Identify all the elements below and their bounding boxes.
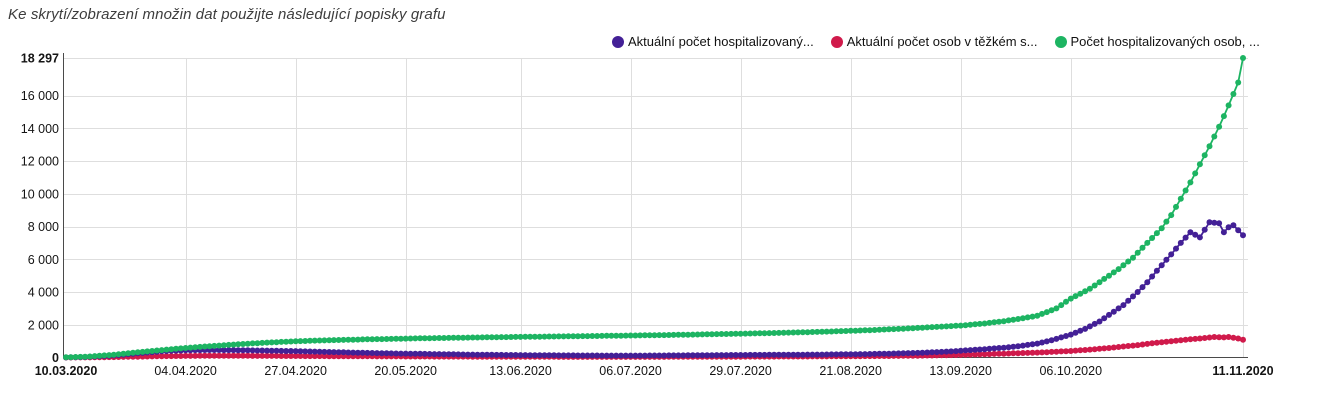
y-tick-label: 16 000	[21, 89, 59, 103]
y-axis-labels: 18 297 16 000 14 000 12 000 10 000 8 000 6 000…	[21, 52, 59, 366]
legend-item-total-hospitalized[interactable]: Počet hospitalizovaných osob, ...	[1054, 34, 1260, 49]
chart-legend: Aktuální počet hospitalizovaný... Aktuál…	[612, 34, 1260, 49]
y-tick-label: 8 000	[28, 220, 59, 234]
y-tick-label: 18 297	[21, 52, 59, 66]
axes	[63, 53, 1248, 358]
x-tick-label: 10.03.2020	[35, 364, 98, 378]
legend-label: Aktuální počet hospitalizovaný...	[628, 34, 814, 49]
series-432096	[63, 219, 1246, 361]
x-tick-label: 27.04.2020	[264, 364, 327, 378]
legend-item-current-hospitalized[interactable]: Aktuální počet hospitalizovaný...	[612, 34, 814, 49]
legend-label: Počet hospitalizovaných osob, ...	[1070, 34, 1260, 49]
series-1db462	[63, 55, 1246, 361]
legend-dot-green-icon	[1054, 35, 1067, 48]
x-tick-label: 13.06.2020	[489, 364, 552, 378]
y-tick-label: 12 000	[21, 155, 59, 169]
gridlines	[63, 58, 1248, 358]
y-tick-label: 14 000	[21, 122, 59, 136]
legend-item-severe-condition[interactable]: Aktuální počet osob v těžkém s...	[830, 34, 1038, 49]
legend-dot-red-icon	[830, 35, 843, 48]
y-tick-label: 4 000	[28, 286, 59, 300]
x-tick-label: 11.11.2020	[1212, 364, 1273, 378]
x-tick-label: 21.08.2020	[819, 364, 882, 378]
x-tick-label: 04.04.2020	[154, 364, 217, 378]
chart-hint-title: Ke skrytí/zobrazení množin dat použijte …	[8, 6, 446, 23]
y-tick-label: 2 000	[28, 318, 59, 332]
x-tick-label: 29.07.2020	[709, 364, 772, 378]
y-tick-label: 10 000	[21, 187, 59, 201]
legend-label: Aktuální počet osob v těžkém s...	[846, 34, 1038, 49]
x-axis-labels: 10.03.2020 04.04.2020 27.04.2020 20.05.2020…	[35, 364, 1274, 378]
x-tick-label: 06.10.2020	[1039, 364, 1102, 378]
legend-dot-purple-icon	[612, 35, 624, 48]
x-tick-label: 13.09.2020	[929, 364, 992, 378]
y-tick-label: 6 000	[28, 253, 59, 267]
x-tick-label: 20.05.2020	[374, 364, 437, 378]
x-tick-label: 06.07.2020	[599, 364, 662, 378]
y-tick-label: 0	[52, 351, 59, 365]
